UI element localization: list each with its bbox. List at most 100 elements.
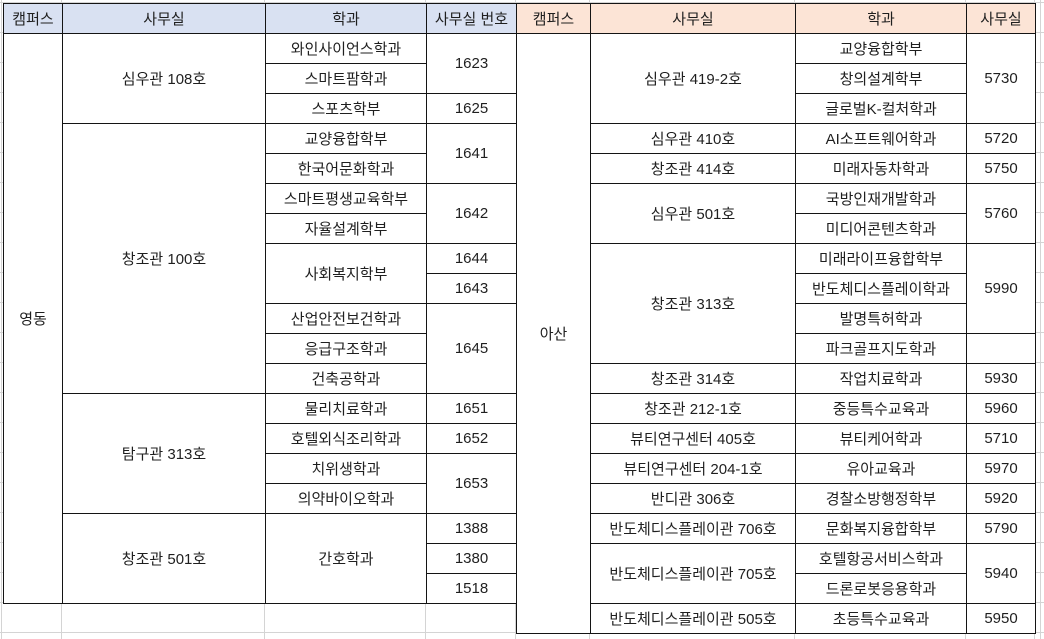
table-row: 1380: [4, 543, 517, 574]
department-cell[interactable]: 스마트팜학과: [265, 63, 427, 94]
office-number-cell[interactable]: 1644: [426, 243, 517, 274]
office-cell[interactable]: 심우관 108호: [62, 33, 266, 124]
office-cell[interactable]: 반도체디스플레이관 505호: [590, 603, 796, 634]
campus-cell[interactable]: 아산: [516, 33, 591, 634]
column-header-office-number[interactable]: 사무실 번호: [426, 3, 517, 34]
department-cell[interactable]: 뷰티케어학과: [795, 423, 967, 454]
department-cell[interactable]: 국방인재개발학과: [795, 183, 967, 214]
department-cell[interactable]: 건축공학과: [265, 363, 427, 394]
table-row: 스마트평생교육학부 1642: [4, 183, 517, 244]
department-cell[interactable]: 치위생학과: [265, 453, 427, 484]
column-header-department[interactable]: 학과: [795, 3, 967, 34]
department-cell[interactable]: 경찰소방행정학부: [795, 483, 967, 514]
office-cell[interactable]: 심우관 501호: [590, 183, 796, 244]
office-cell[interactable]: 심우관 410호: [590, 123, 796, 154]
department-cell[interactable]: 산업안전보건학과: [265, 303, 427, 334]
office-cell[interactable]: 반도체디스플레이관 705호: [590, 543, 796, 604]
department-cell[interactable]: 한국어문화학과: [265, 153, 427, 184]
department-cell[interactable]: 유아교육과: [795, 453, 967, 484]
office-cell[interactable]: 창조관 313호: [590, 243, 796, 364]
department-cell[interactable]: 반도체디스플레이학과: [795, 273, 967, 304]
office-cell[interactable]: 반도체디스플레이관 706호: [590, 513, 796, 544]
office-cell[interactable]: 반디관 306호: [590, 483, 796, 514]
office-number-cell[interactable]: 5960: [966, 393, 1036, 424]
office-number-cell[interactable]: 1652: [426, 423, 517, 454]
office-number-cell[interactable]: 5760: [966, 183, 1036, 244]
office-cell[interactable]: 뷰티연구센터 204-1호: [590, 453, 796, 484]
office-cell[interactable]: 창조관 100호: [62, 123, 266, 394]
office-number-cell[interactable]: 5970: [966, 453, 1036, 484]
table-row: 영동 심우관 108호 와인사이언스학과 1623: [3, 33, 517, 604]
column-header-office[interactable]: 사무실: [590, 3, 796, 34]
office-number-cell[interactable]: 5710: [966, 423, 1036, 454]
office-number-cell[interactable]: [966, 333, 1036, 364]
department-cell[interactable]: 교양융합학부: [795, 33, 967, 64]
department-cell[interactable]: 물리치료학과: [265, 393, 427, 424]
table-row: 미디어콘텐츠학과: [517, 213, 1036, 244]
department-cell[interactable]: AI소프트웨어학과: [795, 123, 967, 154]
department-cell[interactable]: 와인사이언스학과: [265, 33, 427, 64]
department-cell[interactable]: 교양융합학부: [265, 123, 427, 154]
department-cell[interactable]: 스마트평생교육학부: [265, 183, 427, 214]
department-cell[interactable]: 미래자동차학과: [795, 153, 967, 184]
department-cell[interactable]: 사회복지학부: [265, 243, 427, 304]
department-cell[interactable]: 호텔항공서비스학과: [795, 543, 967, 574]
office-number-cell[interactable]: 5920: [966, 483, 1036, 514]
table-row: 치위생학과 1653: [4, 453, 517, 514]
department-cell[interactable]: 초등특수교육과: [795, 603, 967, 634]
table-row: 자율설계학부: [4, 213, 517, 244]
office-number-cell[interactable]: 1388: [426, 513, 517, 544]
office-number-cell[interactable]: 1645: [426, 303, 517, 394]
department-cell[interactable]: 창의설계학부: [795, 63, 967, 94]
office-number-cell[interactable]: 5790: [966, 513, 1036, 544]
department-cell[interactable]: 미디어콘텐츠학과: [795, 213, 967, 244]
office-cell[interactable]: 뷰티연구센터 405호: [590, 423, 796, 454]
office-cell[interactable]: 심우관 419-2호: [590, 33, 796, 124]
office-number-cell[interactable]: 5990: [966, 243, 1036, 334]
office-cell[interactable]: 창조관 212-1호: [590, 393, 796, 424]
office-cell[interactable]: 창조관 314호: [590, 363, 796, 394]
office-number-cell[interactable]: 1651: [426, 393, 517, 424]
office-number-cell[interactable]: 5930: [966, 363, 1036, 394]
department-cell[interactable]: 간호학과: [265, 513, 427, 604]
table-body: 영동 심우관 108호 와인사이언스학과 1623 스마트팜학과 스포츠학부 1625 창조관…: [3, 33, 517, 604]
office-number-cell[interactable]: 5730: [966, 33, 1036, 124]
office-number-cell[interactable]: 1625: [426, 93, 517, 124]
office-number-cell[interactable]: 1380: [426, 543, 517, 574]
table-row: 호텔외식조리학과 1652: [4, 423, 517, 454]
office-number-cell[interactable]: 1643: [426, 273, 517, 304]
department-cell[interactable]: 문화복지융합학부: [795, 513, 967, 544]
office-number-cell[interactable]: 1653: [426, 453, 517, 514]
department-cell[interactable]: 글로벌K-컬처학과: [795, 93, 967, 124]
campus-cell[interactable]: 영동: [3, 33, 63, 604]
office-cell[interactable]: 창조관 501호: [62, 513, 266, 604]
office-number-cell[interactable]: 5950: [966, 603, 1036, 634]
column-header-campus[interactable]: 캠퍼스: [3, 3, 63, 34]
department-cell[interactable]: 발명특허학과: [795, 303, 967, 334]
department-cell[interactable]: 파크골프지도학과: [795, 333, 967, 364]
department-cell[interactable]: 호텔외식조리학과: [265, 423, 427, 454]
department-cell[interactable]: 작업치료학과: [795, 363, 967, 394]
column-header-office[interactable]: 사무실: [62, 3, 266, 34]
office-number-cell[interactable]: 1642: [426, 183, 517, 244]
table-row: 창조관 501호 간호학과 1388: [4, 513, 517, 604]
department-cell[interactable]: 미래라이프융합학부: [795, 243, 967, 274]
office-cell[interactable]: 창조관 414호: [590, 153, 796, 184]
department-cell[interactable]: 중등특수교육과: [795, 393, 967, 424]
office-cell[interactable]: 탐구관 313호: [62, 393, 266, 514]
column-header-department[interactable]: 학과: [265, 3, 427, 34]
office-number-cell[interactable]: 5750: [966, 153, 1036, 184]
department-cell[interactable]: 응급구조학과: [265, 333, 427, 364]
office-number-cell[interactable]: 1641: [426, 123, 517, 184]
department-cell[interactable]: 스포츠학부: [265, 93, 427, 124]
office-number-cell[interactable]: 1518: [426, 573, 517, 604]
office-number-cell[interactable]: 5720: [966, 123, 1036, 154]
office-number-cell[interactable]: 5940: [966, 543, 1036, 604]
column-header-office-number[interactable]: 사무실: [966, 3, 1036, 34]
header-row: 캠퍼스 사무실 학과 사무실 번호: [3, 3, 517, 34]
office-number-cell[interactable]: 1623: [426, 33, 517, 94]
department-cell[interactable]: 자율설계학부: [265, 213, 427, 244]
department-cell[interactable]: 의약바이오학과: [265, 483, 427, 514]
department-cell[interactable]: 드론로봇응용학과: [795, 573, 967, 604]
column-header-campus[interactable]: 캠퍼스: [516, 3, 591, 34]
